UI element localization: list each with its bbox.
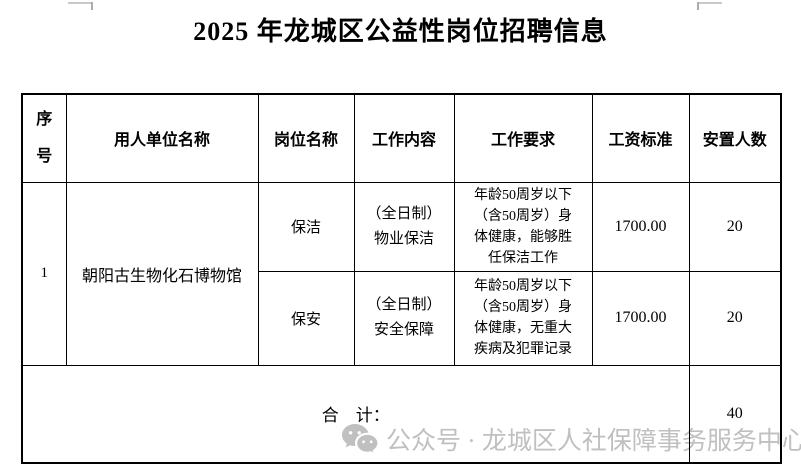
cell-headcount: 20 (688, 270, 782, 366)
page-title: 2025 年龙城区公益性岗位招聘信息 (193, 17, 608, 46)
cell-work-content: （全日制） 物业保洁 (353, 181, 455, 272)
table-total-row: 合 计： 40 (21, 364, 782, 464)
cell-salary: 1700.00 (591, 181, 690, 272)
table-header-row: 序 号 用人单位名称 岗位名称 工作内容 工作要求 工资标准 安置人数 (21, 93, 782, 183)
header-cell-employer: 用人单位名称 (65, 93, 259, 183)
cell-serial-number: 1 (21, 181, 67, 366)
table-row-guard: 保安 （全日制） 安全保障 年龄50周岁以下 （含50周岁）身 体健康，无重大 … (22, 270, 782, 366)
cell-position-name: 保洁 (257, 181, 355, 272)
cell-position-name: 保安 (257, 270, 355, 366)
header-cell-index: 序 号 (21, 93, 67, 183)
cell-work-requirement: 年龄50周岁以下 （含50周岁）身 体健康，无重大 疾病及犯罪记录 (453, 270, 593, 366)
header-cell-salary: 工资标准 (591, 93, 690, 183)
ruler-mark-right (697, 2, 722, 10)
header-cell-requirement: 工作要求 (453, 93, 593, 183)
header-cell-headcount: 安置人数 (688, 93, 782, 183)
cell-salary: 1700.00 (591, 270, 690, 366)
header-cell-position: 岗位名称 (257, 93, 355, 183)
recruitment-table: 序 号 用人单位名称 岗位名称 工作内容 工作要求 工资标准 安置人数 1 朝阳… (21, 93, 782, 464)
cell-total-value: 40 (688, 364, 782, 464)
cell-work-requirement: 年龄50周岁以下 （含50周岁）身 体健康，能够胜 任保洁工作 (453, 181, 593, 272)
cell-headcount: 20 (688, 181, 782, 272)
table-row-cleaner: 1 朝阳古生物化石博物馆 保洁 （全日制） 物业保洁 年龄50周岁以下 （含50… (21, 181, 782, 366)
cell-work-content: （全日制） 安全保障 (353, 270, 455, 366)
header-cell-content: 工作内容 (353, 93, 455, 183)
cell-employer-name: 朝阳古生物化石博物馆 (65, 181, 259, 366)
ruler-tick (697, 2, 699, 10)
cell-total-label: 合 计： (21, 364, 690, 464)
ruler-mark-left (68, 2, 93, 10)
ruler-tick (91, 2, 93, 10)
